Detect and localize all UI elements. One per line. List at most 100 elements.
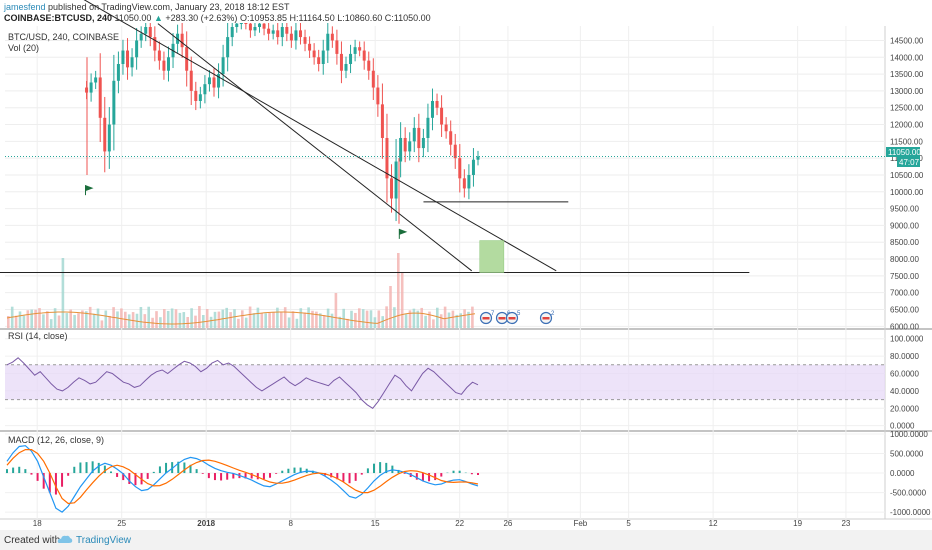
candle-body — [476, 156, 480, 160]
volume-bar — [365, 310, 369, 328]
volume-bar — [408, 310, 412, 328]
price-tick-label: 14000.00 — [890, 53, 924, 62]
price-change-icon: ▲ — [153, 13, 163, 23]
volume-bar — [283, 307, 287, 328]
price-tick-label: 8500.00 — [890, 238, 919, 247]
volume-bar — [46, 311, 49, 328]
volume-bar — [241, 310, 244, 328]
volume-bar — [233, 309, 236, 328]
volume-ma-line — [6, 311, 476, 325]
candle-body — [298, 30, 302, 38]
volume-bar — [127, 314, 131, 328]
volume-bar — [53, 308, 57, 328]
candle-body — [239, 23, 243, 24]
candle-body — [139, 33, 143, 41]
macd-tick-label: 0.0000 — [890, 469, 915, 478]
candle-body — [144, 27, 148, 34]
volume-bar — [100, 320, 104, 328]
volume-bar — [350, 310, 353, 328]
volume-bar — [96, 308, 100, 328]
last-price-marker — [886, 147, 920, 157]
volume-bar — [451, 310, 455, 328]
volume-bar — [346, 318, 349, 328]
candle-body — [280, 27, 284, 38]
created-with-label: Created with — [4, 535, 61, 546]
candle-body — [98, 77, 102, 118]
candle-body — [453, 144, 457, 159]
volume-bar — [377, 310, 381, 328]
rsi-tick-label: 60.0000 — [890, 369, 919, 378]
drawing-tools[interactable]: 7652 — [0, 0, 885, 325]
tradingview-brand[interactable]: TradingView — [76, 535, 132, 546]
volume-bar — [42, 314, 45, 328]
candle-body — [126, 50, 130, 68]
volume-bar — [303, 312, 306, 328]
publish-line: jamesfend published on TradingView.com, … — [4, 2, 290, 12]
volume-bar — [209, 316, 213, 328]
volume-bar — [319, 313, 322, 328]
volume-bar — [237, 318, 240, 328]
volume-bar — [34, 309, 37, 328]
symbol-name[interactable]: COINBASE:BTCUSD, 240 — [4, 13, 113, 23]
volume-bar — [81, 310, 84, 328]
volume-bar — [14, 315, 18, 328]
candle-body — [258, 23, 262, 27]
candle-body — [289, 33, 293, 41]
volume-bar — [104, 310, 108, 328]
candle-body — [203, 84, 207, 95]
candle-body — [444, 124, 448, 132]
candle-body — [385, 137, 389, 179]
author-name[interactable]: jamesfend — [4, 2, 46, 12]
volume-bar — [139, 306, 143, 328]
volume-bar — [471, 306, 474, 328]
candle-body — [130, 57, 134, 68]
price-tick-label: 6500.00 — [890, 306, 919, 315]
time-tick-label: 2018 — [197, 519, 215, 528]
candle-body — [317, 57, 321, 64]
time-tick-label: 12 — [709, 519, 718, 528]
candle-body — [148, 27, 152, 38]
volume-bar — [397, 253, 400, 328]
macd-signal-line — [6, 449, 479, 505]
candle-body — [162, 60, 166, 71]
time-tick-label: 19 — [793, 519, 802, 528]
candle-body — [135, 40, 139, 58]
candle-body — [471, 159, 475, 175]
volume-bar — [432, 319, 435, 328]
ohlc-values: O:10953.85 H:11164.50 L:10860.60 C:11050… — [239, 13, 431, 23]
price-candles — [85, 23, 480, 224]
candle-body — [430, 100, 434, 118]
channel-lower-line — [157, 23, 473, 272]
candle-body — [226, 37, 230, 58]
volume-bar — [61, 258, 65, 328]
rsi-pane-title: RSI (14, close) — [8, 331, 68, 341]
volume-bar — [393, 307, 396, 328]
countdown-label: 47:07 — [899, 158, 920, 167]
volume-bar — [381, 316, 384, 328]
target-box — [479, 240, 505, 273]
candle-body — [285, 27, 289, 34]
volume-bar — [416, 310, 420, 328]
candle-body — [207, 77, 211, 85]
volume-bar — [30, 309, 33, 328]
macd-tick-label: 1000.0000 — [890, 430, 928, 439]
candle-body — [358, 47, 362, 51]
rsi-tick-label: 100.0000 — [890, 335, 924, 344]
price-tick-label: 12500.00 — [890, 104, 924, 113]
volume-bar — [342, 308, 345, 328]
volume-bar — [260, 313, 264, 328]
volume-bar — [307, 307, 310, 328]
volume-bar — [334, 293, 338, 328]
countdown-marker — [897, 157, 920, 167]
volume-bar — [18, 311, 22, 328]
trading-chart[interactable]: 7652 14500.0014000.0013500.0013000.00125… — [0, 0, 932, 530]
volume-bars — [6, 253, 476, 328]
candle-body — [271, 30, 275, 34]
volume-bar — [77, 313, 80, 328]
volume-bar — [443, 306, 447, 328]
event-badge-flag — [498, 317, 506, 320]
price-tick-label: 13500.00 — [890, 70, 924, 79]
price-change: +283.30 (+2.63%) — [165, 13, 238, 23]
volume-bar — [455, 314, 459, 328]
candle-body — [194, 90, 198, 101]
